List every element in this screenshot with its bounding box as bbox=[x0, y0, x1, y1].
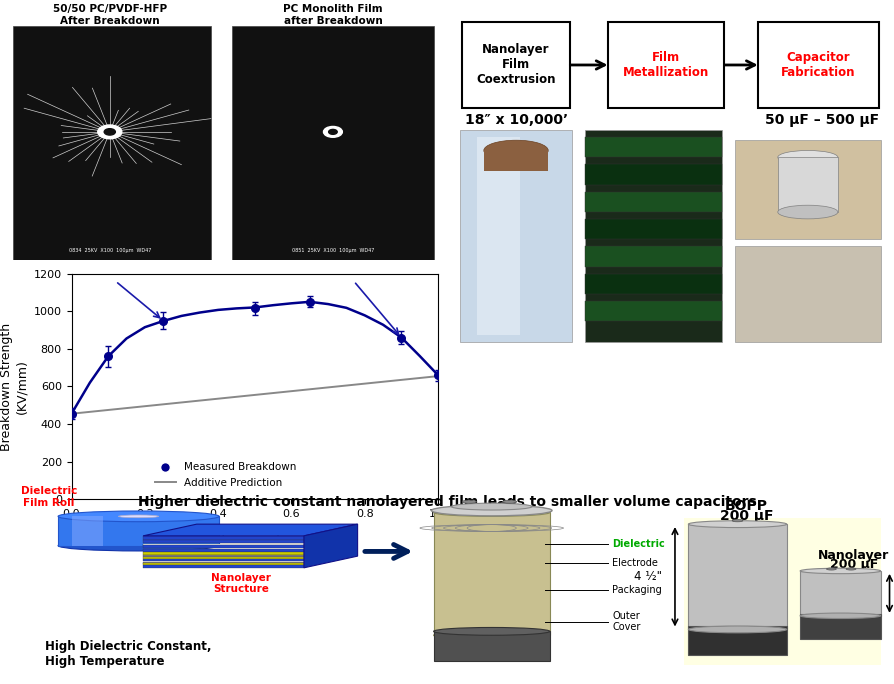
FancyBboxPatch shape bbox=[608, 23, 724, 108]
Text: 50 μF – 500 μF: 50 μF – 500 μF bbox=[765, 113, 879, 127]
FancyBboxPatch shape bbox=[143, 549, 304, 551]
Circle shape bbox=[462, 500, 477, 503]
Ellipse shape bbox=[484, 140, 548, 161]
FancyBboxPatch shape bbox=[143, 536, 304, 540]
Text: Nanolayer
Structure: Nanolayer Structure bbox=[212, 573, 271, 594]
Circle shape bbox=[105, 129, 115, 135]
FancyBboxPatch shape bbox=[688, 524, 787, 629]
Ellipse shape bbox=[800, 613, 881, 618]
Text: BOPP: BOPP bbox=[725, 499, 768, 513]
Text: Outer
Cover: Outer Cover bbox=[612, 611, 641, 633]
FancyBboxPatch shape bbox=[72, 516, 103, 546]
FancyBboxPatch shape bbox=[477, 137, 520, 335]
Ellipse shape bbox=[431, 505, 552, 516]
Text: Higher dielectric constant nanolayered film leads to smaller volume capacitors: Higher dielectric constant nanolayered f… bbox=[138, 495, 756, 509]
Ellipse shape bbox=[434, 631, 550, 639]
Text: Packaging: Packaging bbox=[612, 586, 662, 596]
Polygon shape bbox=[304, 524, 358, 568]
Ellipse shape bbox=[778, 150, 838, 164]
Polygon shape bbox=[143, 524, 358, 536]
FancyBboxPatch shape bbox=[778, 157, 838, 212]
FancyBboxPatch shape bbox=[434, 512, 550, 635]
FancyBboxPatch shape bbox=[143, 552, 304, 555]
FancyBboxPatch shape bbox=[688, 625, 787, 655]
FancyBboxPatch shape bbox=[585, 274, 722, 294]
Circle shape bbox=[846, 568, 856, 570]
Text: After Breakdown: After Breakdown bbox=[60, 16, 160, 26]
FancyBboxPatch shape bbox=[434, 631, 550, 661]
X-axis label: Composition (% PC): Composition (% PC) bbox=[193, 525, 316, 538]
FancyBboxPatch shape bbox=[143, 555, 304, 557]
FancyBboxPatch shape bbox=[484, 150, 548, 171]
Text: Dielectric: Dielectric bbox=[612, 538, 665, 549]
FancyBboxPatch shape bbox=[13, 26, 211, 260]
FancyBboxPatch shape bbox=[143, 557, 304, 559]
Text: High Dielectric Constant,
High Temperature: High Dielectric Constant, High Temperatu… bbox=[45, 640, 211, 668]
FancyBboxPatch shape bbox=[143, 544, 304, 547]
FancyBboxPatch shape bbox=[735, 140, 881, 239]
Text: 0834  25KV  X100  100μm  WD47: 0834 25KV X100 100μm WD47 bbox=[69, 248, 151, 252]
Text: Film
Metallization: Film Metallization bbox=[623, 51, 709, 79]
FancyBboxPatch shape bbox=[232, 26, 434, 260]
Ellipse shape bbox=[688, 626, 787, 633]
Text: Nanolayer: Nanolayer bbox=[818, 549, 890, 562]
FancyBboxPatch shape bbox=[585, 219, 722, 239]
FancyBboxPatch shape bbox=[758, 23, 879, 108]
Ellipse shape bbox=[688, 521, 787, 527]
Circle shape bbox=[732, 519, 743, 522]
FancyBboxPatch shape bbox=[143, 562, 304, 564]
Y-axis label: Breakdown Strength
(KV/mm): Breakdown Strength (KV/mm) bbox=[0, 322, 28, 451]
FancyBboxPatch shape bbox=[684, 518, 881, 665]
Ellipse shape bbox=[778, 205, 838, 219]
FancyBboxPatch shape bbox=[585, 137, 722, 157]
FancyBboxPatch shape bbox=[143, 544, 304, 548]
FancyBboxPatch shape bbox=[585, 164, 722, 185]
Circle shape bbox=[324, 127, 342, 137]
Legend: Measured Breakdown, Additive Prediction: Measured Breakdown, Additive Prediction bbox=[150, 458, 300, 492]
Text: 18″ x 10,000’: 18″ x 10,000’ bbox=[465, 113, 568, 127]
FancyBboxPatch shape bbox=[735, 246, 881, 342]
Ellipse shape bbox=[58, 540, 219, 551]
Text: Nanolayer
Film
Coextrusion: Nanolayer Film Coextrusion bbox=[477, 44, 556, 86]
FancyBboxPatch shape bbox=[460, 130, 572, 342]
Ellipse shape bbox=[800, 568, 881, 574]
FancyBboxPatch shape bbox=[462, 23, 569, 108]
FancyBboxPatch shape bbox=[143, 540, 304, 543]
Text: Capacitor
Fabrication: Capacitor Fabrication bbox=[781, 51, 856, 79]
Text: 0851  25KV  X100  100μm  WD47: 0851 25KV X100 100μm WD47 bbox=[291, 248, 374, 252]
Ellipse shape bbox=[118, 515, 159, 518]
FancyBboxPatch shape bbox=[800, 614, 881, 639]
Ellipse shape bbox=[434, 509, 550, 516]
Text: Dielectric
Film Roll: Dielectric Film Roll bbox=[21, 486, 78, 508]
FancyBboxPatch shape bbox=[585, 130, 722, 342]
Ellipse shape bbox=[434, 627, 550, 635]
Circle shape bbox=[502, 500, 517, 503]
Text: 4 ½": 4 ½" bbox=[634, 570, 662, 583]
FancyBboxPatch shape bbox=[585, 301, 722, 321]
Ellipse shape bbox=[58, 511, 219, 522]
Text: 200 μF: 200 μF bbox=[720, 509, 773, 523]
Text: 200 μF: 200 μF bbox=[830, 558, 878, 571]
Circle shape bbox=[97, 125, 122, 139]
Circle shape bbox=[826, 568, 837, 570]
FancyBboxPatch shape bbox=[585, 192, 722, 212]
Ellipse shape bbox=[451, 503, 532, 510]
FancyBboxPatch shape bbox=[143, 563, 304, 566]
FancyBboxPatch shape bbox=[143, 566, 304, 568]
FancyBboxPatch shape bbox=[585, 246, 722, 267]
FancyBboxPatch shape bbox=[58, 516, 219, 546]
Text: Electrode: Electrode bbox=[612, 558, 658, 568]
FancyBboxPatch shape bbox=[800, 571, 881, 616]
Circle shape bbox=[329, 129, 337, 134]
Text: 50/50 PC/PVDF-HFP: 50/50 PC/PVDF-HFP bbox=[53, 3, 167, 14]
Text: PC Monolith Film: PC Monolith Film bbox=[283, 3, 383, 14]
FancyBboxPatch shape bbox=[143, 559, 304, 561]
Text: after Breakdown: after Breakdown bbox=[283, 16, 383, 26]
